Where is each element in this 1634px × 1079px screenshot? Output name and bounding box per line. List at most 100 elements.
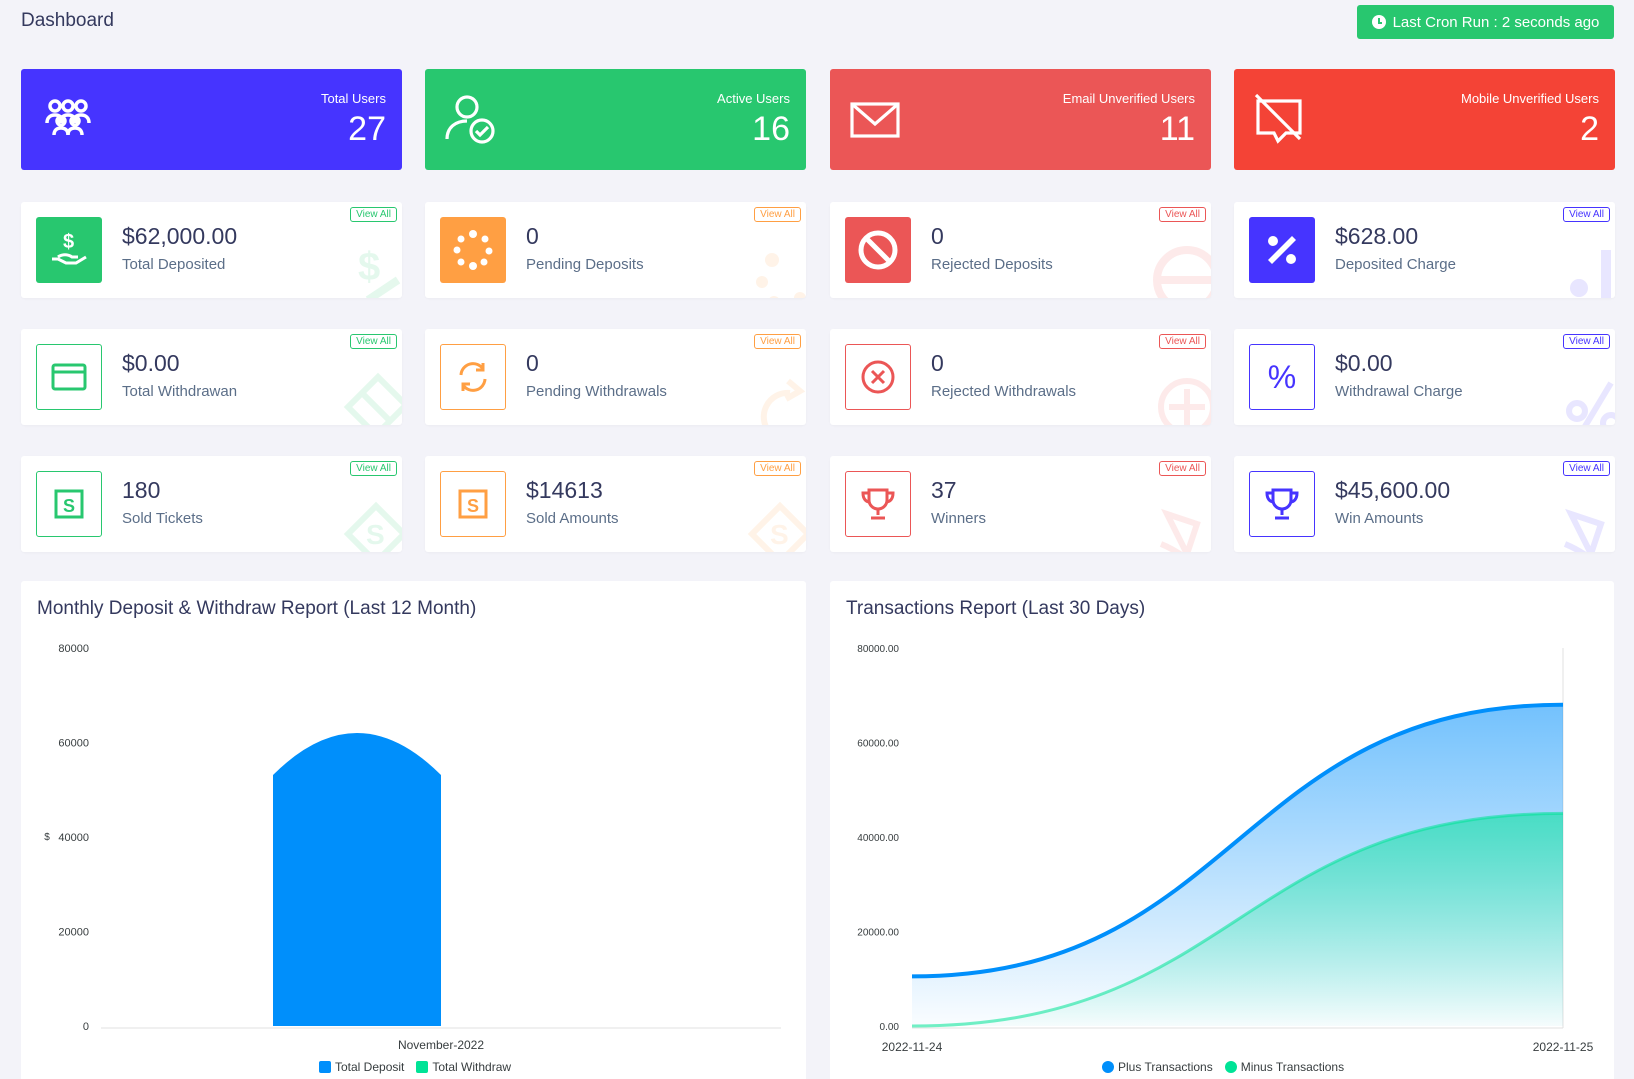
percent-icon: [1566, 381, 1615, 425]
total-deposited-label: Total Deposited: [122, 256, 226, 273]
legend-item[interactable]: Total Deposit: [319, 1060, 404, 1074]
mobile-unverified-users-label: Mobile Unverified Users: [1461, 91, 1599, 106]
view-all-button[interactable]: View All: [1159, 207, 1206, 222]
sold-amounts-value: $14613: [526, 477, 603, 503]
y-tick-label: 0.00: [880, 1022, 900, 1033]
win-amounts-value: $45,600.00: [1335, 477, 1451, 503]
view-all-button[interactable]: View All: [1159, 334, 1206, 349]
view-all-button[interactable]: View All: [754, 334, 801, 349]
transactions-area-chart: 80000.00 60000.00 40000.00 20000.00 0.00 2022…: [857, 644, 1593, 1054]
y-tick-label: 20000.00: [857, 928, 899, 939]
view-all-button[interactable]: View All: [1563, 334, 1610, 349]
withdrawal-charge-label: Withdrawal Charge: [1335, 383, 1463, 400]
svg-text:S: S: [770, 519, 789, 550]
legend-item[interactable]: Plus Transactions: [1102, 1060, 1213, 1074]
transactions-chart-legend: Plus Transactions Minus Transactions: [1102, 1060, 1344, 1074]
view-all-button[interactable]: View All: [754, 461, 801, 476]
view-all-button[interactable]: View All: [350, 207, 397, 222]
y-tick-label: 80000: [58, 643, 89, 655]
y-axis-label: $: [44, 832, 50, 843]
y-tick-label: 40000: [58, 832, 89, 844]
total-deposited-value: $62,000.00: [122, 223, 238, 249]
active-users-card[interactable]: Active Users 16: [425, 69, 806, 170]
mobile-unverified-users-card[interactable]: Mobile Unverified Users 2: [1234, 69, 1615, 170]
pending-deposits-label: Pending Deposits: [526, 256, 644, 273]
rejected-deposits-card: 0 Rejected Deposits View All: [830, 202, 1211, 298]
pending-withdrawals-card: 0 Pending Withdrawals View All: [425, 329, 806, 425]
view-all-button[interactable]: View All: [350, 334, 397, 349]
rejected-withdrawals-card: 0 Rejected Withdrawals View All: [830, 329, 1211, 425]
sync-icon: [440, 344, 506, 410]
winners-value: 37: [931, 477, 957, 503]
spinner-icon: [440, 217, 506, 283]
times-circle-icon: [845, 344, 911, 410]
monthly-report-title: Monthly Deposit & Withdraw Report (Last …: [37, 598, 477, 619]
spinner-icon: [756, 253, 806, 298]
withdrawal-charge-value: $0.00: [1335, 350, 1393, 376]
series-line: [911, 702, 1564, 979]
pending-withdrawals-value: 0: [526, 350, 539, 376]
trophy-icon: [1159, 508, 1201, 552]
monthly-bar-chart: 80000 60000 40000 20000 0 $ November-2022: [44, 643, 781, 1052]
email-unverified-users-label: Email Unverified Users: [1062, 91, 1195, 106]
rejected-withdrawals-label: Rejected Withdrawals: [931, 383, 1077, 400]
times-circle-icon: [1158, 378, 1211, 425]
y-tick-label: 60000.00: [857, 739, 899, 750]
sold-amounts-label: Sold Amounts: [526, 510, 619, 527]
legend-label: Minus Transactions: [1240, 1060, 1345, 1074]
percent-icon: [1249, 217, 1315, 283]
y-tick-label: 0: [83, 1021, 89, 1033]
legend-label: Total Withdraw: [432, 1060, 512, 1074]
svg-text:S: S: [467, 496, 479, 516]
user-check-icon: [445, 95, 495, 144]
deposited-charge-card: $628.00 Deposited Charge View All: [1234, 202, 1615, 298]
legend-label: Plus Transactions: [1118, 1060, 1213, 1074]
sync-icon: [760, 378, 806, 425]
email-unverified-users-card[interactable]: Email Unverified Users 11: [830, 69, 1211, 170]
y-tick-label: 60000: [58, 738, 89, 750]
x-tick-label: 2022-11-24: [882, 1040, 943, 1054]
total-users-card[interactable]: Total Users 27: [21, 69, 402, 170]
hand-dollar-icon: $: [36, 217, 102, 283]
legend-swatch: [416, 1061, 429, 1073]
legend-item[interactable]: Minus Transactions: [1224, 1060, 1345, 1074]
rejected-deposits-label: Rejected Deposits: [931, 256, 1053, 273]
cron-label: Last Cron Run : 2 seconds ago: [1392, 13, 1600, 31]
users-icon: [45, 99, 91, 136]
pending-withdrawals-label: Pending Withdrawals: [526, 383, 667, 400]
total-withdrawan-card: $0.00 Total Withdrawan View All: [21, 329, 402, 425]
active-users-value: 16: [752, 110, 790, 148]
total-deposited-card: $ $62,000.00 Total Deposited View All $: [21, 202, 402, 298]
rejected-deposits-value: 0: [931, 223, 944, 249]
email-unverified-users-value: 11: [1159, 110, 1195, 148]
money-icon: S: [747, 501, 806, 552]
svg-text:S: S: [63, 496, 75, 516]
percent-icon: %: [1249, 344, 1315, 410]
ban-icon: [845, 217, 911, 283]
legend-swatch: [319, 1061, 331, 1073]
money-icon: S: [343, 501, 402, 552]
y-tick-label: 40000.00: [857, 833, 899, 844]
last-cron-run-button[interactable]: Last Cron Run : 2 seconds ago: [1357, 5, 1614, 39]
view-all-button[interactable]: View All: [754, 207, 801, 222]
ban-icon: [1153, 246, 1211, 298]
view-all-button[interactable]: View All: [350, 461, 397, 476]
view-all-button[interactable]: View All: [1159, 461, 1206, 476]
monthly-chart-legend: Total Deposit Total Withdraw: [319, 1060, 511, 1074]
monthly-report-panel: Monthly Deposit & Withdraw Report (Last …: [21, 581, 806, 1079]
x-tick-label: November-2022: [398, 1038, 484, 1052]
clock-icon: [1371, 15, 1386, 29]
legend-swatch: [1102, 1061, 1114, 1073]
withdrawal-charge-card: % $0.00 Withdrawal Charge View All: [1234, 329, 1615, 425]
legend-swatch: [1224, 1061, 1237, 1073]
legend-label: Total Deposit: [335, 1060, 405, 1074]
winners-card: 37 Winners View All: [830, 456, 1211, 552]
y-tick-label: 20000: [58, 927, 89, 939]
legend-item[interactable]: Total Withdraw: [416, 1060, 511, 1074]
view-all-button[interactable]: View All: [1563, 461, 1610, 476]
transactions-report-panel: Transactions Report (Last 30 Days) 80000…: [830, 581, 1614, 1079]
view-all-button[interactable]: View All: [1563, 207, 1610, 222]
pending-deposits-card: 0 Pending Deposits View All: [425, 202, 806, 298]
total-withdrawan-label: Total Withdrawan: [122, 383, 238, 400]
comment-slash-icon: [1254, 93, 1302, 144]
